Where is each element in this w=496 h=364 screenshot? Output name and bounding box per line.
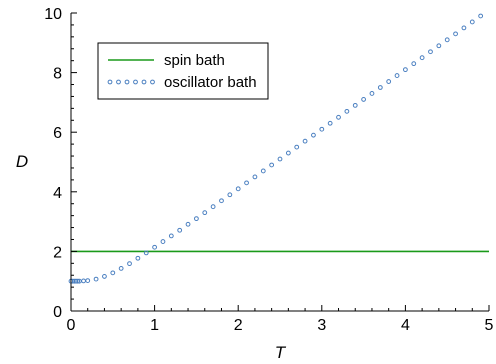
y-tick-label: 2 bbox=[53, 244, 62, 261]
series-oscillator-bath-point bbox=[152, 244, 158, 250]
series-oscillator-bath-point bbox=[177, 227, 183, 233]
series-oscillator-bath-point bbox=[302, 138, 308, 144]
series-oscillator-bath-point bbox=[227, 192, 233, 198]
series-oscillator-bath-point bbox=[361, 97, 367, 102]
series-oscillator-bath-point bbox=[235, 186, 241, 192]
series-oscillator-bath-point bbox=[118, 265, 124, 271]
legend-swatch-oscillator-bath bbox=[107, 79, 155, 85]
y-tick-label: 8 bbox=[53, 66, 62, 83]
series-oscillator-bath-point bbox=[102, 274, 107, 279]
legend: spin bath oscillator bath bbox=[97, 42, 269, 100]
legend-marker-oscillator-bath bbox=[141, 79, 147, 85]
series-oscillator-bath-point bbox=[319, 126, 325, 132]
series-oscillator-bath-point bbox=[185, 221, 191, 227]
x-axis-label: T bbox=[275, 343, 287, 362]
x-tick-label: 3 bbox=[317, 317, 326, 334]
series-oscillator-bath-point bbox=[202, 210, 208, 216]
series-oscillator-bath-point bbox=[85, 278, 91, 284]
y-tick-label: 6 bbox=[53, 125, 62, 142]
series-oscillator-bath-point bbox=[127, 261, 132, 267]
series-oscillator-bath-point bbox=[344, 108, 350, 114]
legend-box bbox=[97, 42, 269, 100]
x-tick-label: 4 bbox=[401, 317, 410, 334]
legend-marker-oscillator-bath bbox=[150, 79, 155, 85]
data-layer bbox=[68, 13, 489, 284]
axis-ticks: 0 1 2 3 4 5 0 2 4 6 8 10 bbox=[44, 6, 493, 334]
series-oscillator-bath-point bbox=[210, 204, 216, 210]
series-oscillator-bath-point bbox=[110, 270, 116, 276]
series-oscillator-bath-point bbox=[143, 250, 149, 256]
series-oscillator-bath-point bbox=[453, 31, 458, 37]
series-oscillator-bath-point bbox=[444, 37, 450, 43]
series-oscillator-bath-point bbox=[419, 55, 425, 61]
series-oscillator-bath-point bbox=[277, 156, 283, 162]
series-oscillator-bath-point bbox=[219, 198, 224, 204]
legend-marker-oscillator-bath bbox=[133, 79, 138, 85]
legend-label-oscillator-bath: oscillator bath bbox=[164, 74, 257, 91]
y-axis-label: D bbox=[16, 152, 28, 171]
series-oscillator-bath-point bbox=[436, 43, 442, 49]
series-oscillator-bath-point bbox=[311, 132, 316, 138]
series-oscillator-bath-point bbox=[336, 114, 341, 120]
y-tick-label: 4 bbox=[53, 185, 62, 202]
series-oscillator-bath-point bbox=[411, 61, 417, 67]
series-oscillator-bath-point bbox=[327, 120, 333, 126]
series-oscillator-bath-point bbox=[469, 19, 475, 25]
x-tick-label: 0 bbox=[67, 317, 76, 334]
series-oscillator-bath-point bbox=[386, 79, 392, 84]
legend-label-spin-bath: spin bath bbox=[164, 52, 225, 69]
plot-frame bbox=[70, 13, 489, 312]
series-oscillator-bath-point bbox=[461, 25, 467, 31]
y-tick-label: 10 bbox=[44, 6, 62, 23]
series-oscillator-bath-point bbox=[294, 144, 300, 150]
series-oscillator-bath-point bbox=[160, 239, 166, 244]
series-oscillator-bath-point bbox=[478, 13, 484, 19]
y-tick-label: 0 bbox=[53, 304, 62, 321]
series-oscillator-bath-point bbox=[403, 67, 408, 73]
series-oscillator-bath-point bbox=[194, 216, 199, 222]
x-tick-label: 5 bbox=[485, 317, 494, 334]
series-oscillator-bath-point bbox=[285, 150, 291, 156]
x-tick-label: 2 bbox=[234, 317, 243, 334]
series-oscillator-bath-point bbox=[369, 91, 375, 96]
series-oscillator-bath-point bbox=[394, 73, 400, 78]
series-oscillator-bath-point bbox=[244, 180, 249, 186]
series-oscillator-bath-point bbox=[135, 255, 141, 261]
series-oscillator-bath-point bbox=[352, 102, 358, 108]
series-oscillator-bath-point bbox=[168, 233, 174, 239]
series-oscillator-bath-point bbox=[428, 49, 433, 55]
series-oscillator-bath-point bbox=[260, 168, 266, 174]
legend-marker-oscillator-bath bbox=[124, 79, 130, 85]
series-oscillator-bath-point bbox=[81, 278, 86, 284]
series-oscillator-bath-point bbox=[252, 174, 258, 180]
series-oscillator-bath-point bbox=[75, 278, 81, 284]
series-oscillator-bath-point bbox=[377, 85, 383, 90]
series-oscillator-bath-point bbox=[93, 276, 99, 282]
legend-marker-oscillator-bath bbox=[116, 79, 121, 85]
series-oscillator-bath-point bbox=[269, 162, 275, 168]
legend-marker-oscillator-bath bbox=[107, 79, 113, 85]
x-tick-label: 1 bbox=[150, 317, 159, 334]
